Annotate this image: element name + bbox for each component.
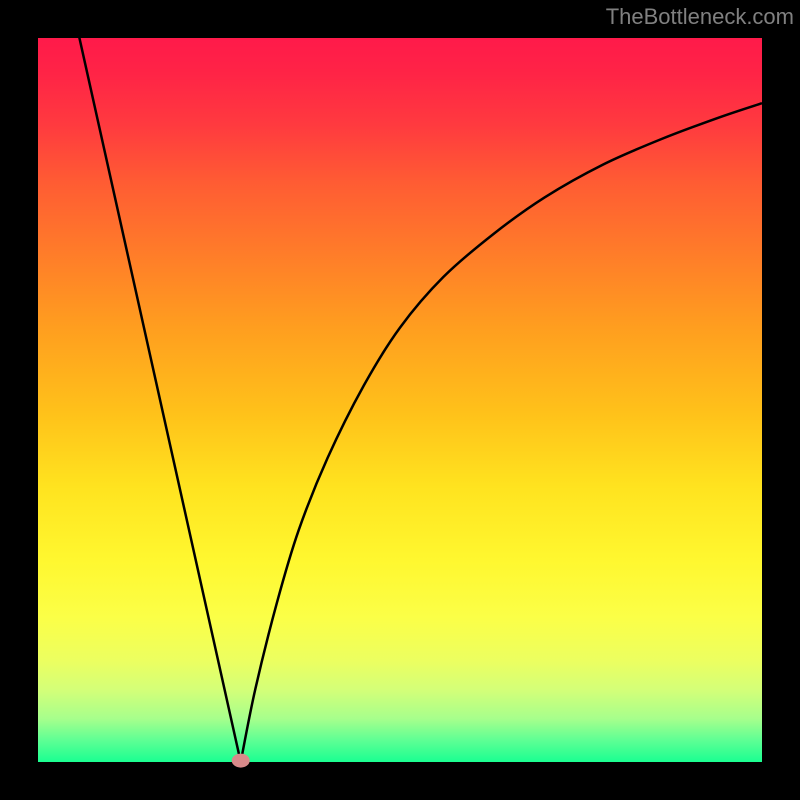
vertex-marker (232, 754, 250, 768)
plot-area (38, 38, 762, 762)
attribution-text: TheBottleneck.com (606, 4, 794, 29)
